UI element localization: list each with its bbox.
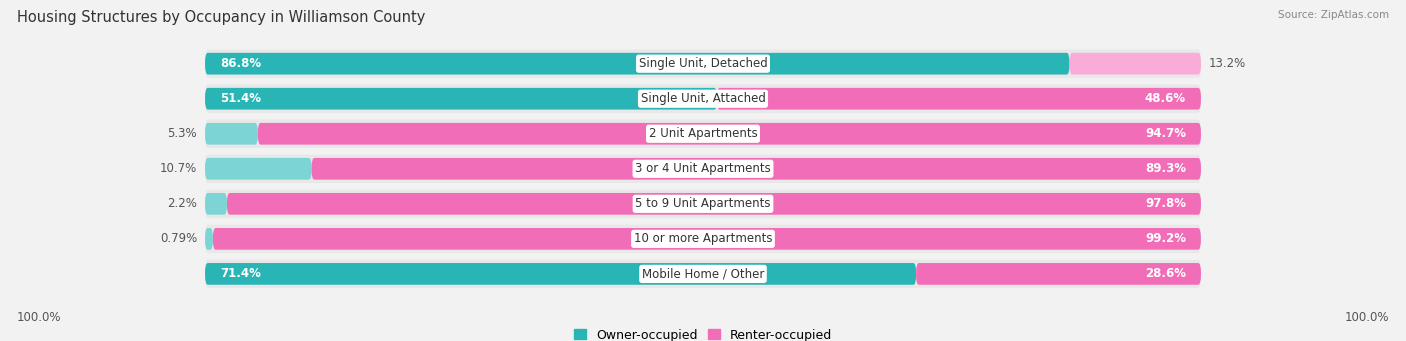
Text: 97.8%: 97.8%: [1144, 197, 1187, 210]
Text: 5 to 9 Unit Apartments: 5 to 9 Unit Apartments: [636, 197, 770, 210]
FancyBboxPatch shape: [226, 193, 1201, 215]
Text: Mobile Home / Other: Mobile Home / Other: [641, 267, 765, 280]
Text: 94.7%: 94.7%: [1144, 127, 1187, 140]
FancyBboxPatch shape: [205, 228, 212, 250]
Text: 89.3%: 89.3%: [1144, 162, 1187, 175]
Text: 100.0%: 100.0%: [17, 311, 62, 324]
FancyBboxPatch shape: [205, 88, 717, 109]
FancyBboxPatch shape: [312, 158, 1201, 180]
Text: 86.8%: 86.8%: [219, 57, 262, 70]
FancyBboxPatch shape: [717, 88, 1201, 109]
FancyBboxPatch shape: [1070, 53, 1201, 75]
Text: 2.2%: 2.2%: [167, 197, 197, 210]
FancyBboxPatch shape: [205, 49, 1201, 78]
FancyBboxPatch shape: [205, 260, 1201, 288]
Text: 51.4%: 51.4%: [219, 92, 262, 105]
Text: 13.2%: 13.2%: [1209, 57, 1246, 70]
FancyBboxPatch shape: [205, 190, 1201, 218]
Text: Housing Structures by Occupancy in Williamson County: Housing Structures by Occupancy in Willi…: [17, 10, 425, 25]
Legend: Owner-occupied, Renter-occupied: Owner-occupied, Renter-occupied: [568, 324, 838, 341]
Text: Source: ZipAtlas.com: Source: ZipAtlas.com: [1278, 10, 1389, 20]
FancyBboxPatch shape: [205, 158, 312, 180]
FancyBboxPatch shape: [205, 154, 1201, 183]
Text: 5.3%: 5.3%: [167, 127, 197, 140]
FancyBboxPatch shape: [205, 225, 1201, 253]
FancyBboxPatch shape: [212, 228, 1201, 250]
FancyBboxPatch shape: [205, 263, 917, 285]
FancyBboxPatch shape: [257, 123, 1201, 145]
Text: 0.79%: 0.79%: [160, 232, 197, 246]
FancyBboxPatch shape: [205, 120, 1201, 148]
FancyBboxPatch shape: [205, 123, 257, 145]
Text: 71.4%: 71.4%: [219, 267, 262, 280]
Text: Single Unit, Attached: Single Unit, Attached: [641, 92, 765, 105]
Text: 99.2%: 99.2%: [1144, 232, 1187, 246]
FancyBboxPatch shape: [917, 263, 1201, 285]
Text: 28.6%: 28.6%: [1144, 267, 1187, 280]
Text: 2 Unit Apartments: 2 Unit Apartments: [648, 127, 758, 140]
FancyBboxPatch shape: [205, 193, 226, 215]
Text: Single Unit, Detached: Single Unit, Detached: [638, 57, 768, 70]
FancyBboxPatch shape: [205, 53, 1070, 75]
Text: 10 or more Apartments: 10 or more Apartments: [634, 232, 772, 246]
Text: 3 or 4 Unit Apartments: 3 or 4 Unit Apartments: [636, 162, 770, 175]
Text: 48.6%: 48.6%: [1144, 92, 1187, 105]
Text: 100.0%: 100.0%: [1344, 311, 1389, 324]
Text: 10.7%: 10.7%: [160, 162, 197, 175]
FancyBboxPatch shape: [205, 85, 1201, 113]
